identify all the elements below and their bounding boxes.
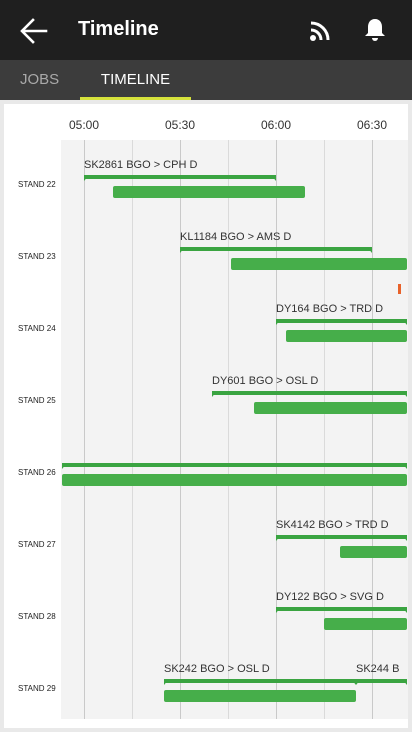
time-tick-label: 06:00 [260, 118, 292, 132]
time-tick-label: 05:30 [164, 118, 196, 132]
time-gridline [228, 140, 229, 719]
tab-timeline-label: TIMELINE [100, 71, 171, 88]
scheduled-bar[interactable] [276, 607, 408, 613]
bar-cap [351, 679, 356, 685]
stand-label: STAND 24 [18, 324, 56, 333]
stand-label: STAND 22 [18, 180, 56, 189]
actual-bar[interactable] [285, 330, 408, 342]
tab-jobs[interactable]: JOBS [20, 71, 60, 88]
time-tick-label: 06:30 [356, 118, 388, 132]
flight-label: SK4142 BGO > TRD D [276, 519, 389, 531]
arrow-left-icon[interactable] [20, 18, 48, 44]
time-gridline [132, 140, 133, 719]
bar-cap [180, 247, 185, 253]
actual-bar[interactable] [253, 402, 408, 414]
bar-cap [367, 247, 372, 253]
time-tick-label: 05:00 [68, 118, 100, 132]
flight-label: DY122 BGO > SVG D [276, 591, 384, 603]
bar-cap [164, 679, 169, 685]
flight-label: DY164 BGO > TRD D [276, 303, 384, 315]
flight-label: SK242 BGO > OSL D [164, 663, 270, 675]
actual-bar[interactable] [112, 186, 305, 198]
bar-cap [271, 175, 276, 181]
scheduled-bar[interactable] [180, 247, 372, 253]
scheduled-bar[interactable] [164, 679, 356, 685]
stand-label: STAND 26 [18, 468, 56, 477]
scheduled-bar[interactable] [276, 535, 408, 541]
flight-label: DY601 BGO > OSL D [212, 375, 319, 387]
stand-label: STAND 28 [18, 612, 56, 621]
timeline-card: 05:00 05:30 06:00 06:30 STAND 22 SK2861 BGO >… [4, 104, 408, 728]
scheduled-bar[interactable] [84, 175, 276, 181]
actual-bar[interactable] [164, 690, 356, 702]
flight-label: SK244 B [356, 663, 400, 675]
page-title: Timeline [78, 18, 159, 40]
actual-bar[interactable] [340, 546, 408, 558]
bar-cap [402, 607, 408, 613]
stand-label: STAND 27 [18, 540, 56, 549]
actual-bar[interactable] [324, 618, 408, 630]
bar-cap [402, 679, 408, 685]
scheduled-bar[interactable] [61, 463, 408, 469]
active-tab-indicator [80, 97, 191, 100]
bar-cap [276, 535, 281, 541]
tab-bar: JOBS TIMELINE [0, 60, 412, 100]
time-gridline [180, 140, 181, 719]
time-gridline [372, 140, 373, 719]
bar-cap [276, 607, 281, 613]
bar-cap [402, 463, 408, 469]
stand-label: STAND 29 [18, 684, 56, 693]
bar-cap [402, 319, 408, 325]
actual-bar[interactable] [231, 258, 408, 270]
bar-cap [356, 679, 361, 685]
actual-bar[interactable] [61, 474, 408, 486]
time-gridline [84, 140, 85, 719]
flight-label: SK2861 BGO > CPH D [84, 159, 198, 171]
notification-bell-icon[interactable] [362, 17, 388, 43]
time-gridline [324, 140, 325, 719]
bar-cap [402, 535, 408, 541]
app-bar: Timeline [0, 0, 412, 60]
bar-cap [402, 391, 408, 397]
bar-cap [276, 319, 281, 325]
stand-label: STAND 23 [18, 252, 56, 261]
bar-cap [212, 391, 217, 397]
scheduled-bar[interactable] [276, 319, 408, 325]
rss-feed-icon[interactable] [309, 20, 331, 42]
scheduled-bar[interactable] [212, 391, 408, 397]
bar-cap [61, 463, 67, 469]
scheduled-bar[interactable] [356, 679, 408, 685]
flight-label: KL1184 BGO > AMS D [180, 231, 292, 243]
bar-cap [84, 175, 89, 181]
stand-label: STAND 25 [18, 396, 56, 405]
timeline-plot-area[interactable] [61, 140, 408, 719]
tab-timeline[interactable]: TIMELINE [80, 60, 191, 100]
time-gridline [276, 140, 277, 719]
conflict-marker [397, 284, 401, 294]
